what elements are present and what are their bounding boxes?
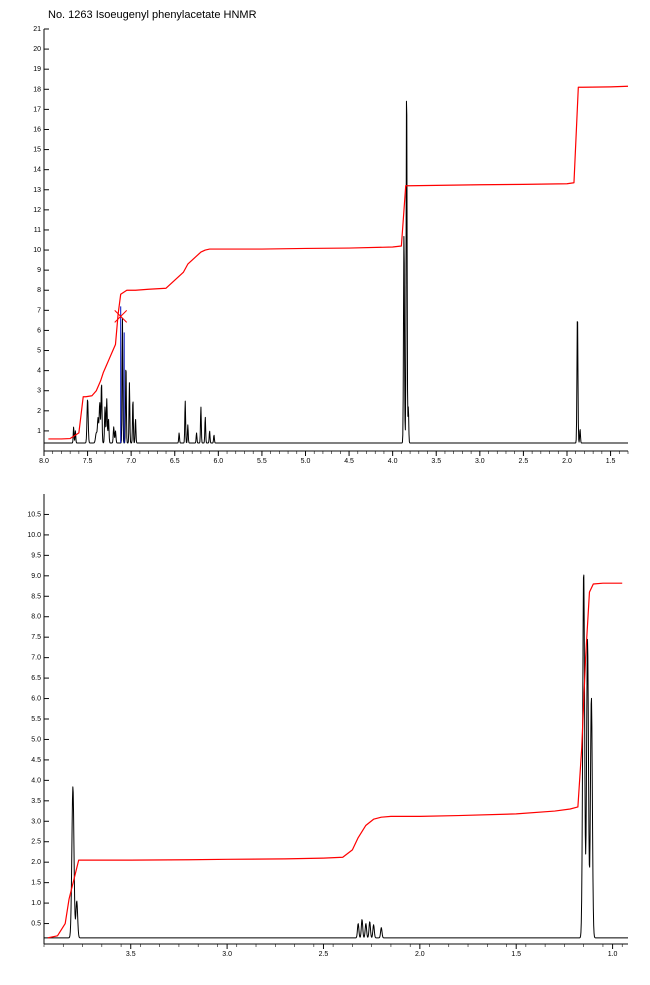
svg-text:2.5: 2.5 (519, 458, 529, 465)
svg-text:1.0: 1.0 (608, 951, 618, 958)
svg-text:3: 3 (37, 388, 41, 395)
svg-text:7.0: 7.0 (126, 458, 136, 465)
svg-text:13: 13 (33, 187, 41, 194)
svg-text:20: 20 (33, 46, 41, 53)
svg-text:7.5: 7.5 (83, 458, 93, 465)
svg-text:16: 16 (33, 126, 41, 133)
svg-text:5.0: 5.0 (301, 458, 311, 465)
svg-text:14: 14 (33, 167, 41, 174)
svg-text:7.0: 7.0 (31, 655, 41, 662)
svg-text:4.5: 4.5 (31, 757, 41, 764)
nmr-chart-upper: 8.0 7.5 7.0 6.5 6.0 5.5 5.0 4.5 4.0 3.5 3.0 2.5 2.0 1… (20, 25, 632, 467)
svg-text:6.5: 6.5 (170, 458, 180, 465)
svg-text:4: 4 (37, 368, 41, 375)
title-text: No. 1263 Isoeugenyl phenylacetate HNMR (48, 9, 257, 21)
svg-text:10.5: 10.5 (27, 511, 41, 518)
svg-text:3.5: 3.5 (431, 458, 441, 465)
svg-text:8.0: 8.0 (39, 458, 49, 465)
svg-text:19: 19 (33, 66, 41, 73)
svg-text:2.0: 2.0 (415, 951, 425, 958)
svg-text:5.5: 5.5 (257, 458, 267, 465)
svg-text:15: 15 (33, 147, 41, 154)
svg-text:6.0: 6.0 (213, 458, 223, 465)
svg-text:21: 21 (33, 26, 41, 33)
svg-text:6.5: 6.5 (31, 675, 41, 682)
svg-text:7: 7 (37, 307, 41, 314)
svg-text:8.5: 8.5 (31, 593, 41, 600)
svg-text:1: 1 (37, 428, 41, 435)
svg-text:3.5: 3.5 (126, 951, 136, 958)
svg-text:3.0: 3.0 (475, 458, 485, 465)
svg-text:18: 18 (33, 86, 41, 93)
svg-text:10: 10 (33, 247, 41, 254)
svg-text:2.0: 2.0 (31, 859, 41, 866)
svg-text:11: 11 (34, 227, 41, 234)
svg-text:1.5: 1.5 (31, 880, 41, 887)
svg-text:4.0: 4.0 (31, 777, 41, 784)
svg-text:1.5: 1.5 (511, 951, 521, 958)
svg-text:4.0: 4.0 (388, 458, 398, 465)
svg-text:1.0: 1.0 (31, 900, 41, 907)
svg-text:6.0: 6.0 (31, 696, 41, 703)
svg-text:9: 9 (37, 267, 41, 274)
svg-text:8.0: 8.0 (31, 614, 41, 621)
svg-text:3.5: 3.5 (31, 798, 41, 805)
svg-text:8: 8 (37, 287, 41, 294)
svg-text:9.0: 9.0 (31, 573, 41, 580)
svg-text:2.5: 2.5 (319, 951, 329, 958)
svg-text:2.0: 2.0 (562, 458, 572, 465)
svg-text:12: 12 (33, 207, 41, 214)
svg-text:2.5: 2.5 (31, 839, 41, 846)
svg-text:0.5: 0.5 (31, 921, 41, 928)
svg-text:5.5: 5.5 (31, 716, 41, 723)
svg-text:5: 5 (37, 348, 41, 355)
svg-text:5.0: 5.0 (31, 736, 41, 743)
nmr-chart-lower: 3.5 3.0 2.5 2.0 1.5 1.0 0.5 1.0 1.5 2.0 2.5 3.0 3.5 4… (20, 490, 632, 960)
svg-text:3.0: 3.0 (31, 818, 41, 825)
chart-title: No. 1263 Isoeugenyl phenylacetate HNMR (48, 9, 257, 21)
svg-text:2: 2 (37, 408, 41, 415)
svg-text:1.5: 1.5 (606, 458, 616, 465)
svg-text:3.0: 3.0 (222, 951, 232, 958)
svg-text:7.5: 7.5 (31, 634, 41, 641)
svg-text:17: 17 (33, 106, 41, 113)
svg-text:6: 6 (37, 327, 41, 334)
svg-text:4.5: 4.5 (344, 458, 354, 465)
svg-text:10.0: 10.0 (27, 532, 41, 539)
svg-text:9.5: 9.5 (31, 552, 41, 559)
